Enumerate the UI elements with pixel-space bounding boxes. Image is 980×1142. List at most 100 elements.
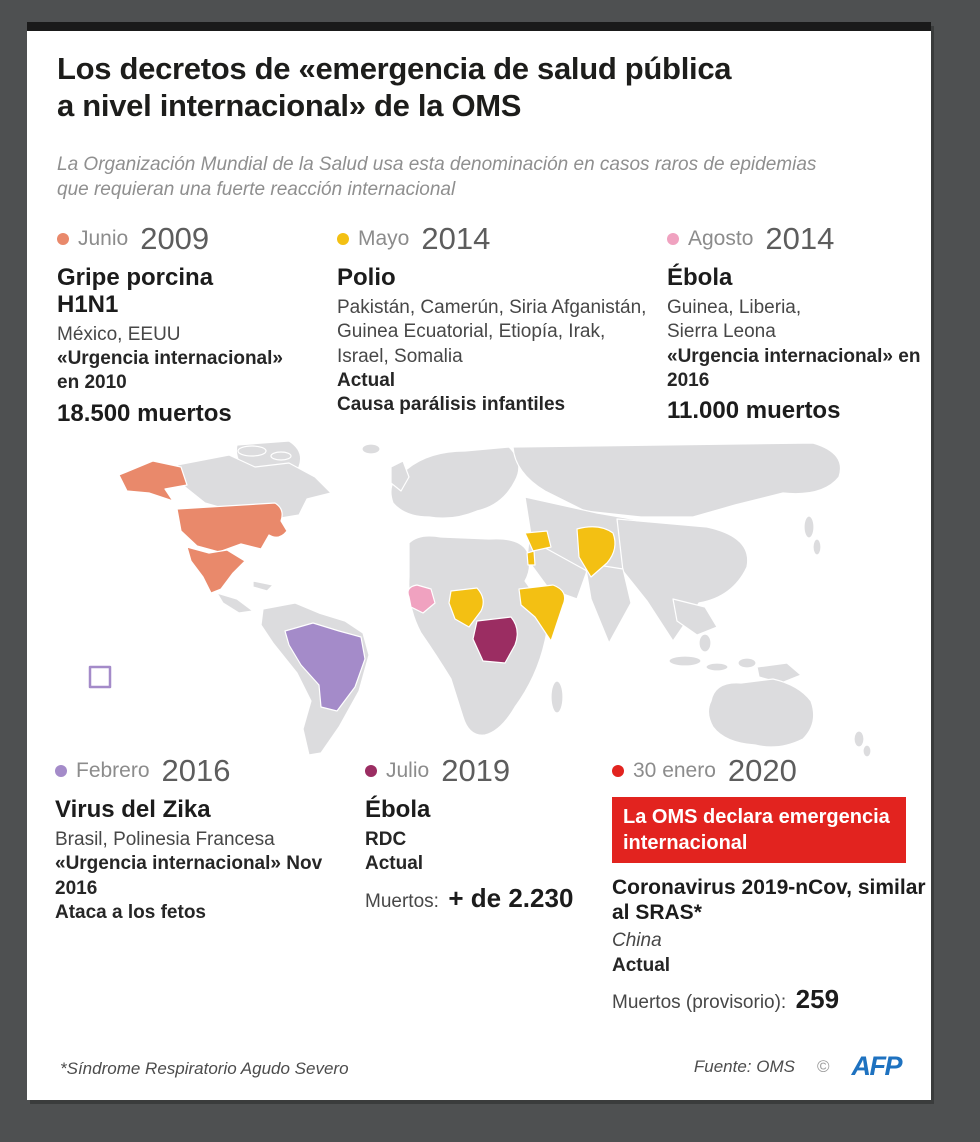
event-country: RDC [365, 828, 407, 850]
map-french-polynesia-marker [88, 665, 112, 689]
map-philippines [698, 633, 712, 653]
event-h1n1-2009: Junio 2009 Gripe porcina H1N1 México, EE… [57, 221, 302, 428]
event-countries: Brasil, Polinesia Francesa [55, 828, 275, 850]
event-name: Gripe porcina H1N1 [57, 264, 214, 318]
map-horn-africa-polio [518, 584, 566, 642]
event-status: Actual [365, 853, 424, 875]
event-countries: México, EEUU [57, 323, 181, 345]
page-subtitle: La Organización Mundial de la Salud usa … [57, 153, 937, 202]
event-year: 2019 [441, 753, 511, 788]
map-cuba [252, 580, 274, 592]
map-drc-ebola [472, 616, 518, 664]
event-country: China [612, 930, 662, 952]
infographic-card: Los decretos de «emergencia de salud púb… [27, 22, 931, 1100]
event-year: 2014 [421, 221, 491, 256]
event-note: «Urgencia internacional» Nov 2016 [55, 853, 323, 899]
map-japan [803, 515, 815, 539]
title-line-2: a nivel internacional» de la OMS [57, 87, 522, 123]
event-date: Mayo 2014 [337, 221, 649, 257]
event-dot-icon [337, 233, 349, 245]
event-name: Ébola [667, 264, 733, 291]
map-iceland [361, 443, 381, 455]
subtitle-line-2: que requieran una fuerte reacción intern… [57, 178, 456, 200]
event-note-2: Ataca a los fetos [55, 901, 206, 923]
event-name: Polio [337, 264, 396, 291]
page-title: Los decretos de «emergencia de salud púb… [57, 51, 927, 124]
highlighted-regions [88, 460, 616, 712]
event-status: Actual [337, 369, 396, 391]
map-nigeria-polio [448, 587, 484, 628]
event-note: Causa parálisis infantiles [337, 394, 566, 416]
event-note: «Urgencia internacional» en 2016 [667, 345, 921, 391]
event-ebola-2014: Agosto 2014 Ébola Guinea, Liberia, Sierr… [667, 221, 932, 425]
event-name: Virus del Zika [55, 796, 211, 823]
map-israel-polio [526, 550, 536, 566]
event-name: Ébola [365, 796, 431, 823]
map-arctic-island [270, 451, 292, 461]
event-dot-icon [612, 765, 624, 777]
source-label: Fuente: OMS [693, 1056, 795, 1076]
map-canada [176, 454, 332, 522]
map-java [705, 662, 729, 672]
event-year: 2016 [161, 753, 231, 788]
map-usa-h1n1 [176, 502, 288, 553]
map-madagascar [550, 680, 564, 714]
event-dot-icon [55, 765, 67, 777]
world-map-svg [88, 440, 872, 758]
event-year: 2014 [765, 221, 835, 256]
map-arctic-island [237, 445, 267, 457]
event-dot-icon [667, 233, 679, 245]
event-note: «Urgencia internacional» en 2010 [57, 348, 283, 394]
map-brazil-zika [284, 622, 366, 712]
afp-logo: AFP [851, 1051, 903, 1081]
event-dot-icon [57, 233, 69, 245]
map-alaska-h1n1 [118, 460, 188, 502]
map-india [584, 562, 632, 644]
source-row: Fuente: OMS © AFP [693, 1051, 903, 1082]
event-ebola-2019: Julio 2019 Ébola RDC Actual Muertos: + d… [365, 753, 610, 914]
death-toll-label: Muertos: [365, 890, 439, 912]
event-status: Actual [612, 954, 671, 976]
map-new-zealand [853, 730, 865, 748]
map-japan-south [812, 538, 822, 556]
map-central-america [216, 592, 254, 614]
event-month: Agosto [688, 227, 754, 250]
event-date: Julio 2019 [365, 753, 610, 789]
event-death-toll: Muertos: + de 2.230 [365, 883, 610, 914]
map-uk [390, 460, 410, 492]
map-syria-polio [524, 530, 552, 552]
death-toll-label: Muertos (provisorio): [612, 992, 787, 1013]
event-coronavirus-2020: 30 enero 2020 La OMS declara emergencia … [612, 753, 930, 1015]
event-month: Junio [78, 227, 129, 250]
map-europe [390, 446, 520, 519]
event-countries: Pakistán, Camerún, Siria Afganistán, Gui… [337, 296, 647, 367]
event-month: 30 enero [633, 759, 716, 782]
event-name: Coronavirus 2019-nCov, similar al SRAS* [612, 876, 926, 925]
map-australia [707, 678, 815, 748]
map-afghanistan-pakistan-polio [576, 526, 616, 578]
event-zika-2016: Febrero 2016 Virus del Zika Brasil, Poli… [55, 753, 355, 925]
event-death-toll: Muertos (provisorio): 259 [612, 984, 930, 1015]
event-date: Febrero 2016 [55, 753, 355, 789]
map-new-guinea [756, 662, 802, 684]
world-map [57, 439, 925, 761]
event-date: Agosto 2014 [667, 221, 932, 257]
death-toll-value: 259 [795, 984, 840, 1014]
title-line-1: Los decretos de «emergencia de salud púb… [57, 51, 732, 86]
event-year: 2009 [140, 221, 210, 256]
who-declaration-banner: La OMS declara emergencia internacional [612, 797, 906, 863]
event-month: Mayo [358, 227, 410, 250]
map-mexico-h1n1 [186, 546, 246, 594]
map-sumatra [668, 655, 702, 667]
event-polio-2014: Mayo 2014 Polio Pakistán, Camerún, Siria… [337, 221, 649, 417]
event-countries: Guinea, Liberia, Sierra Leona [667, 296, 802, 343]
event-dot-icon [365, 765, 377, 777]
event-month: Febrero [76, 759, 150, 782]
event-year: 2020 [727, 753, 797, 788]
event-death-toll: 18.500 muertos [57, 399, 232, 427]
map-east-asia [616, 518, 749, 642]
map-west-africa-ebola [407, 584, 436, 614]
event-date: Junio 2009 [57, 221, 302, 257]
death-toll-value: + de 2.230 [448, 882, 574, 913]
subtitle-line-1: La Organización Mundial de la Salud usa … [57, 154, 817, 175]
